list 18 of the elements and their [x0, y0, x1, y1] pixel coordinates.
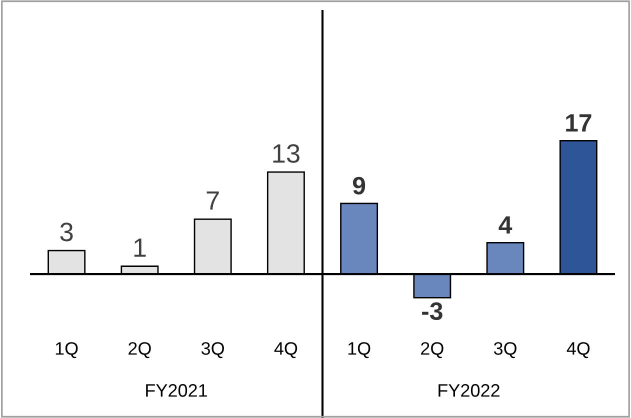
data-label: 1: [134, 238, 146, 257]
x-tick-label: 1Q: [348, 342, 370, 358]
data-label: 9: [352, 176, 366, 195]
data-label: 7: [206, 192, 219, 210]
text: FY2022: [438, 384, 500, 397]
text: FY2021: [146, 384, 207, 397]
data-label: 4: [498, 216, 512, 234]
x-tick-label: 2Q: [128, 342, 151, 358]
x-tick-label: 4Q: [274, 342, 298, 358]
x-tick-label: 4Q: [566, 342, 590, 358]
data-label: 3: [60, 222, 73, 242]
x-tick-label: 3Q: [494, 342, 516, 358]
data-label: 17: [566, 114, 592, 132]
data-label: -3: [422, 302, 442, 320]
data-label: 13: [273, 144, 300, 163]
x-tick-label: 3Q: [201, 342, 224, 358]
x-tick-label: 1Q: [56, 342, 78, 358]
x-tick-label: 2Q: [421, 342, 444, 358]
